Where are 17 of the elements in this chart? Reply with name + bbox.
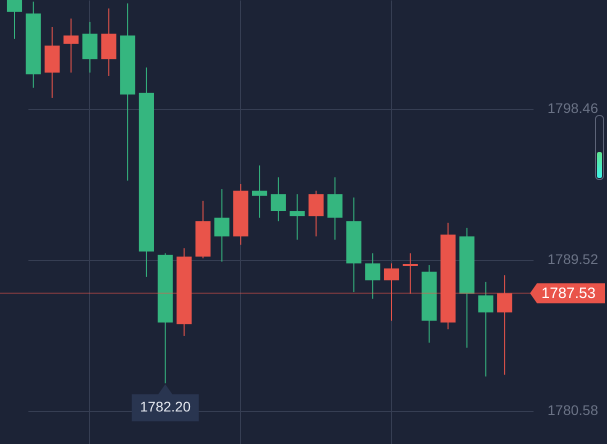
candlestick [327, 176, 342, 240]
candlestick [252, 164, 268, 218]
ref-line-label: 1787.53 [541, 285, 596, 302]
candlestick [308, 190, 324, 237]
candlestick [290, 194, 305, 240]
candlestick [478, 281, 494, 377]
candlestick [384, 262, 400, 322]
candlestick [365, 252, 380, 300]
y-tick-label: 1798.46 [548, 100, 598, 116]
y-tick-label: 1780.58 [548, 402, 598, 418]
candlestick [6, 0, 22, 40]
candlestick [214, 188, 230, 262]
candlestick [270, 176, 286, 222]
y-tick-label: 1789.52 [548, 251, 598, 268]
annotation: 1782.20 [140, 398, 191, 415]
candlestick [64, 18, 79, 74]
candlestick [497, 274, 512, 376]
